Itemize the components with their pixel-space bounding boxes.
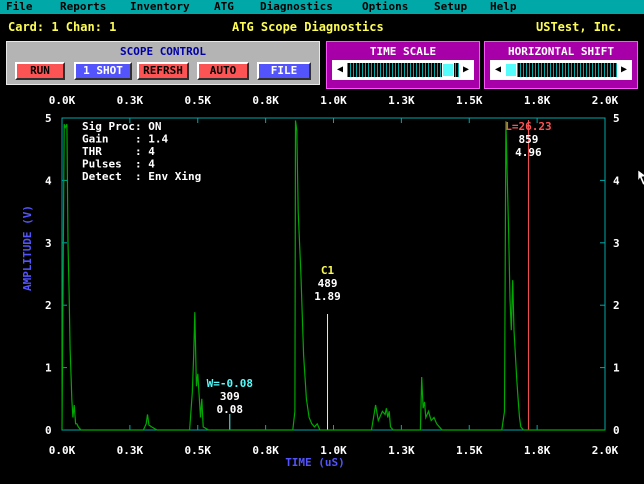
marker-w-label: W=-0.08 <box>207 377 253 390</box>
marker-l-label: L=26.23 <box>505 120 551 133</box>
x-tick-label: 2.0K <box>592 94 619 107</box>
waveform-trace <box>61 120 605 431</box>
y-tick-label: 3 <box>45 237 52 250</box>
menu-help[interactable]: Help <box>490 0 517 13</box>
x-tick-label: 0.0K <box>49 444 76 457</box>
one-shot-button[interactable]: 1 SHOT <box>74 62 132 80</box>
y-tick-label: 5 <box>45 112 52 125</box>
x-tick-label: 0.0K <box>49 94 76 107</box>
y-tick-label: 0 <box>45 424 52 437</box>
time-scale-title: TIME SCALE <box>369 45 437 58</box>
file-button[interactable]: FILE <box>257 62 311 80</box>
x-tick-label: 1.5K <box>456 444 483 457</box>
x-tick-label: 1.8K <box>524 94 551 107</box>
y-tick-label: 1 <box>45 362 52 375</box>
time-scale-track[interactable] <box>347 63 459 77</box>
x-tick-label: 0.5K <box>185 94 212 107</box>
marker-w-position: 309 <box>220 390 240 403</box>
refresh-button[interactable]: REFRSH <box>137 62 189 80</box>
menu-reports[interactable]: Reports <box>60 0 107 13</box>
menu-diagnostics[interactable]: Diagnostics <box>260 0 333 13</box>
y-tick-label: 3 <box>613 237 620 250</box>
mouse-cursor-icon <box>637 169 644 186</box>
info-line: Sig Proc: ON <box>82 120 161 133</box>
horizontal-shift-title: HORIZONTAL SHIFT <box>508 45 614 58</box>
x-tick-label: 1.0K <box>320 444 347 457</box>
marker-l-position: 859 <box>518 133 538 146</box>
card-channel-label: Card: 1 Chan: 1 <box>8 20 117 34</box>
scope-control-title: SCOPE CONTROL <box>119 45 207 58</box>
page-title: ATG Scope Diagnostics <box>232 20 384 34</box>
menu-bar: File Reports Inventory ATG Diagnostics O… <box>0 0 644 14</box>
marker-w-amplitude: 0.08 <box>217 403 244 416</box>
y-tick-label: 2 <box>45 299 52 312</box>
info-line: Detect : Env Xing <box>82 170 201 183</box>
scroll-left-icon[interactable]: ◀ <box>336 64 344 75</box>
x-tick-label: 0.8K <box>252 444 279 457</box>
company-label: USTest, Inc. <box>536 20 623 34</box>
y-axis-label: AMPLITUDE (V) <box>21 205 34 291</box>
x-tick-label: 2.0K <box>592 444 619 457</box>
time-scale-panel: TIME SCALE ◀ ▶ <box>326 41 480 89</box>
info-line: Pulses : 4 <box>82 158 155 171</box>
y-tick-label: 4 <box>45 174 52 187</box>
oscilloscope-chart[interactable]: 0.0K 0.3K 0.5K 0.8K 1.0K 1.3K 1.5K 1.8K 2.0K 0.0… <box>0 90 644 484</box>
x-tick-label: 1.0K <box>320 94 347 107</box>
x-axis-label: TIME (uS) <box>285 456 345 469</box>
time-scale-slider[interactable]: ◀ ▶ <box>332 60 474 80</box>
marker-c1-position: 489 <box>318 277 338 290</box>
x-tick-label: 0.3K <box>117 94 144 107</box>
horizontal-shift-panel: HORIZONTAL SHIFT ◀ ▶ <box>484 41 638 89</box>
marker-l-amplitude: 4.96 <box>515 146 542 159</box>
y-tick-label: 2 <box>613 299 620 312</box>
status-header: Card: 1 Chan: 1 ATG Scope Diagnostics US… <box>0 15 644 39</box>
menu-file[interactable]: File <box>6 0 33 13</box>
y-tick-label: 5 <box>613 112 620 125</box>
horizontal-shift-slider[interactable]: ◀ ▶ <box>490 60 632 80</box>
x-tick-label: 1.5K <box>456 94 483 107</box>
menu-atg[interactable]: ATG <box>214 0 234 13</box>
menu-options[interactable]: Options <box>362 0 409 13</box>
x-tick-label: 0.5K <box>185 444 212 457</box>
y-tick-label: 0 <box>613 424 620 437</box>
run-button[interactable]: RUN <box>15 62 65 80</box>
scroll-right-icon[interactable]: ▶ <box>620 64 628 75</box>
menu-setup[interactable]: Setup <box>434 0 468 13</box>
auto-button[interactable]: AUTO <box>197 62 249 80</box>
x-tick-label: 0.3K <box>117 444 144 457</box>
y-tick-label: 1 <box>613 362 620 375</box>
x-tick-label: 0.8K <box>252 94 279 107</box>
y-tick-label: 4 <box>613 174 620 187</box>
horizontal-shift-thumb[interactable] <box>505 63 517 77</box>
scroll-left-icon[interactable]: ◀ <box>494 64 502 75</box>
horizontal-shift-track[interactable] <box>505 63 617 77</box>
menu-inventory[interactable]: Inventory <box>130 0 190 13</box>
info-line: Gain : 1.4 <box>82 133 168 146</box>
marker-c1-amplitude: 1.89 <box>314 290 341 303</box>
x-tick-label: 1.3K <box>388 94 415 107</box>
scroll-right-icon[interactable]: ▶ <box>462 64 470 75</box>
time-scale-thumb[interactable] <box>442 63 454 77</box>
scope-control-panel: SCOPE CONTROL RUN 1 SHOT REFRSH AUTO FIL… <box>6 41 320 85</box>
x-tick-label: 1.8K <box>524 444 551 457</box>
info-line: THR : 4 <box>82 145 155 158</box>
x-tick-label: 1.3K <box>388 444 415 457</box>
marker-c1-label: C1 <box>321 264 335 277</box>
